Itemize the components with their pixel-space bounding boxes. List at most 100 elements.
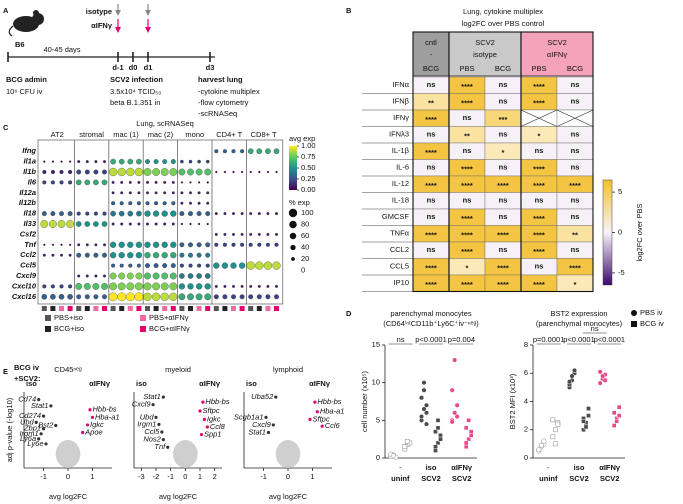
dot xyxy=(143,292,152,301)
condition-swatch xyxy=(222,306,228,311)
step-detail: 3.5x10⁴ TCID₅₀ xyxy=(110,87,161,96)
gene-point xyxy=(205,425,209,429)
gene-label: Stat1 xyxy=(31,401,49,410)
gene-label: Zbp1 xyxy=(23,424,41,433)
group-label: mono xyxy=(185,130,204,139)
size-key xyxy=(290,244,296,251)
dot xyxy=(240,149,245,154)
dot xyxy=(221,262,229,269)
data-point xyxy=(438,436,443,442)
table-title: log2FC over PBS control xyxy=(462,19,545,28)
dot xyxy=(59,211,64,217)
condition-swatch xyxy=(205,306,211,311)
group-label: αIFNγ xyxy=(547,50,567,59)
dot xyxy=(178,293,186,301)
x-tick-label: αIFNγ xyxy=(451,463,473,472)
cell-text: **** xyxy=(533,165,545,174)
gene-point xyxy=(308,417,312,421)
cell-text: **** xyxy=(533,82,545,91)
dot xyxy=(76,252,82,258)
data-point xyxy=(433,444,438,450)
legend-marker xyxy=(631,310,637,316)
row-label: IFNλ3 xyxy=(389,130,409,139)
cell-text: **** xyxy=(569,264,581,273)
dot xyxy=(187,283,194,290)
dot xyxy=(84,252,90,258)
plot-title: lymphoid xyxy=(273,365,303,374)
legend-swatch xyxy=(45,315,51,321)
gene-label: Tnf xyxy=(154,442,166,451)
condition-swatch xyxy=(84,306,90,311)
gene-label: Ly6e xyxy=(27,439,43,448)
side-label: iso xyxy=(246,379,257,388)
dot xyxy=(110,210,116,217)
condition-swatch xyxy=(162,306,168,311)
dot xyxy=(48,220,57,228)
significance-label: ns xyxy=(397,335,405,344)
condition-swatch xyxy=(93,306,99,311)
dot xyxy=(198,222,201,226)
dot xyxy=(84,294,90,300)
cell-text: ns xyxy=(427,80,436,89)
day-label: d0 xyxy=(129,63,138,72)
gene-point xyxy=(320,424,324,428)
dot xyxy=(249,232,253,236)
dot xyxy=(60,160,63,163)
step-detail: 10⁶ CFU iv xyxy=(6,87,43,96)
x-tick-label: 1 xyxy=(310,472,314,481)
dot xyxy=(101,282,108,290)
dot xyxy=(111,222,115,226)
cell-text: ns xyxy=(427,212,436,221)
gene-point xyxy=(313,400,317,404)
dot xyxy=(171,191,175,195)
dot xyxy=(204,293,212,301)
data-point xyxy=(404,439,410,444)
colorbar-tick-label: 0 xyxy=(618,227,622,236)
cell-text: ns xyxy=(571,146,580,155)
data-point xyxy=(586,413,591,418)
data-point xyxy=(550,434,556,440)
condition-swatch xyxy=(119,306,125,311)
cell-cross xyxy=(520,109,558,127)
dot xyxy=(162,263,168,269)
gene-label: Ccl8 xyxy=(210,422,226,431)
dot xyxy=(108,292,118,302)
panel-label: B xyxy=(346,6,352,15)
dot xyxy=(170,210,177,217)
gene-label: Ccl2 xyxy=(20,250,37,259)
column-label: BCG xyxy=(567,64,583,73)
dot xyxy=(93,169,99,175)
cell-text: **** xyxy=(497,181,509,190)
dot xyxy=(171,222,175,226)
data-point xyxy=(421,380,427,386)
dot xyxy=(154,180,158,184)
condition-swatch xyxy=(127,306,133,311)
dot xyxy=(93,179,99,186)
x-tick-label: uninf xyxy=(539,474,558,483)
cell-text: **** xyxy=(461,181,473,190)
dot xyxy=(101,221,108,227)
gene-label: Bst2 xyxy=(38,420,54,429)
plot-subtitle: (CD64ⁱⁿᵗCD11b⁺Ly6C⁺iv⁻ⁿᵉᵍ) xyxy=(383,319,479,328)
gene-point xyxy=(88,408,92,412)
dot xyxy=(255,261,264,270)
group-label: stromal xyxy=(79,130,104,139)
dot xyxy=(118,158,125,165)
gene-label: Cd74 xyxy=(18,395,36,404)
colorbar-tick-label: 0.50 xyxy=(301,163,316,172)
dot xyxy=(160,282,169,291)
dot xyxy=(51,243,54,246)
dot xyxy=(275,170,278,174)
dot xyxy=(240,242,245,247)
dot xyxy=(43,243,46,246)
dot xyxy=(169,272,177,280)
significance-label: p<0.0001 xyxy=(563,335,595,344)
x-axis-label: avg log2FC xyxy=(49,492,88,501)
data-point xyxy=(550,417,556,423)
dot xyxy=(163,180,167,184)
column-label: BCG xyxy=(423,64,439,73)
x-tick-label: iso xyxy=(426,463,437,472)
y-axis-label: cell number (x10⁵) xyxy=(360,370,369,432)
dot xyxy=(266,232,270,236)
